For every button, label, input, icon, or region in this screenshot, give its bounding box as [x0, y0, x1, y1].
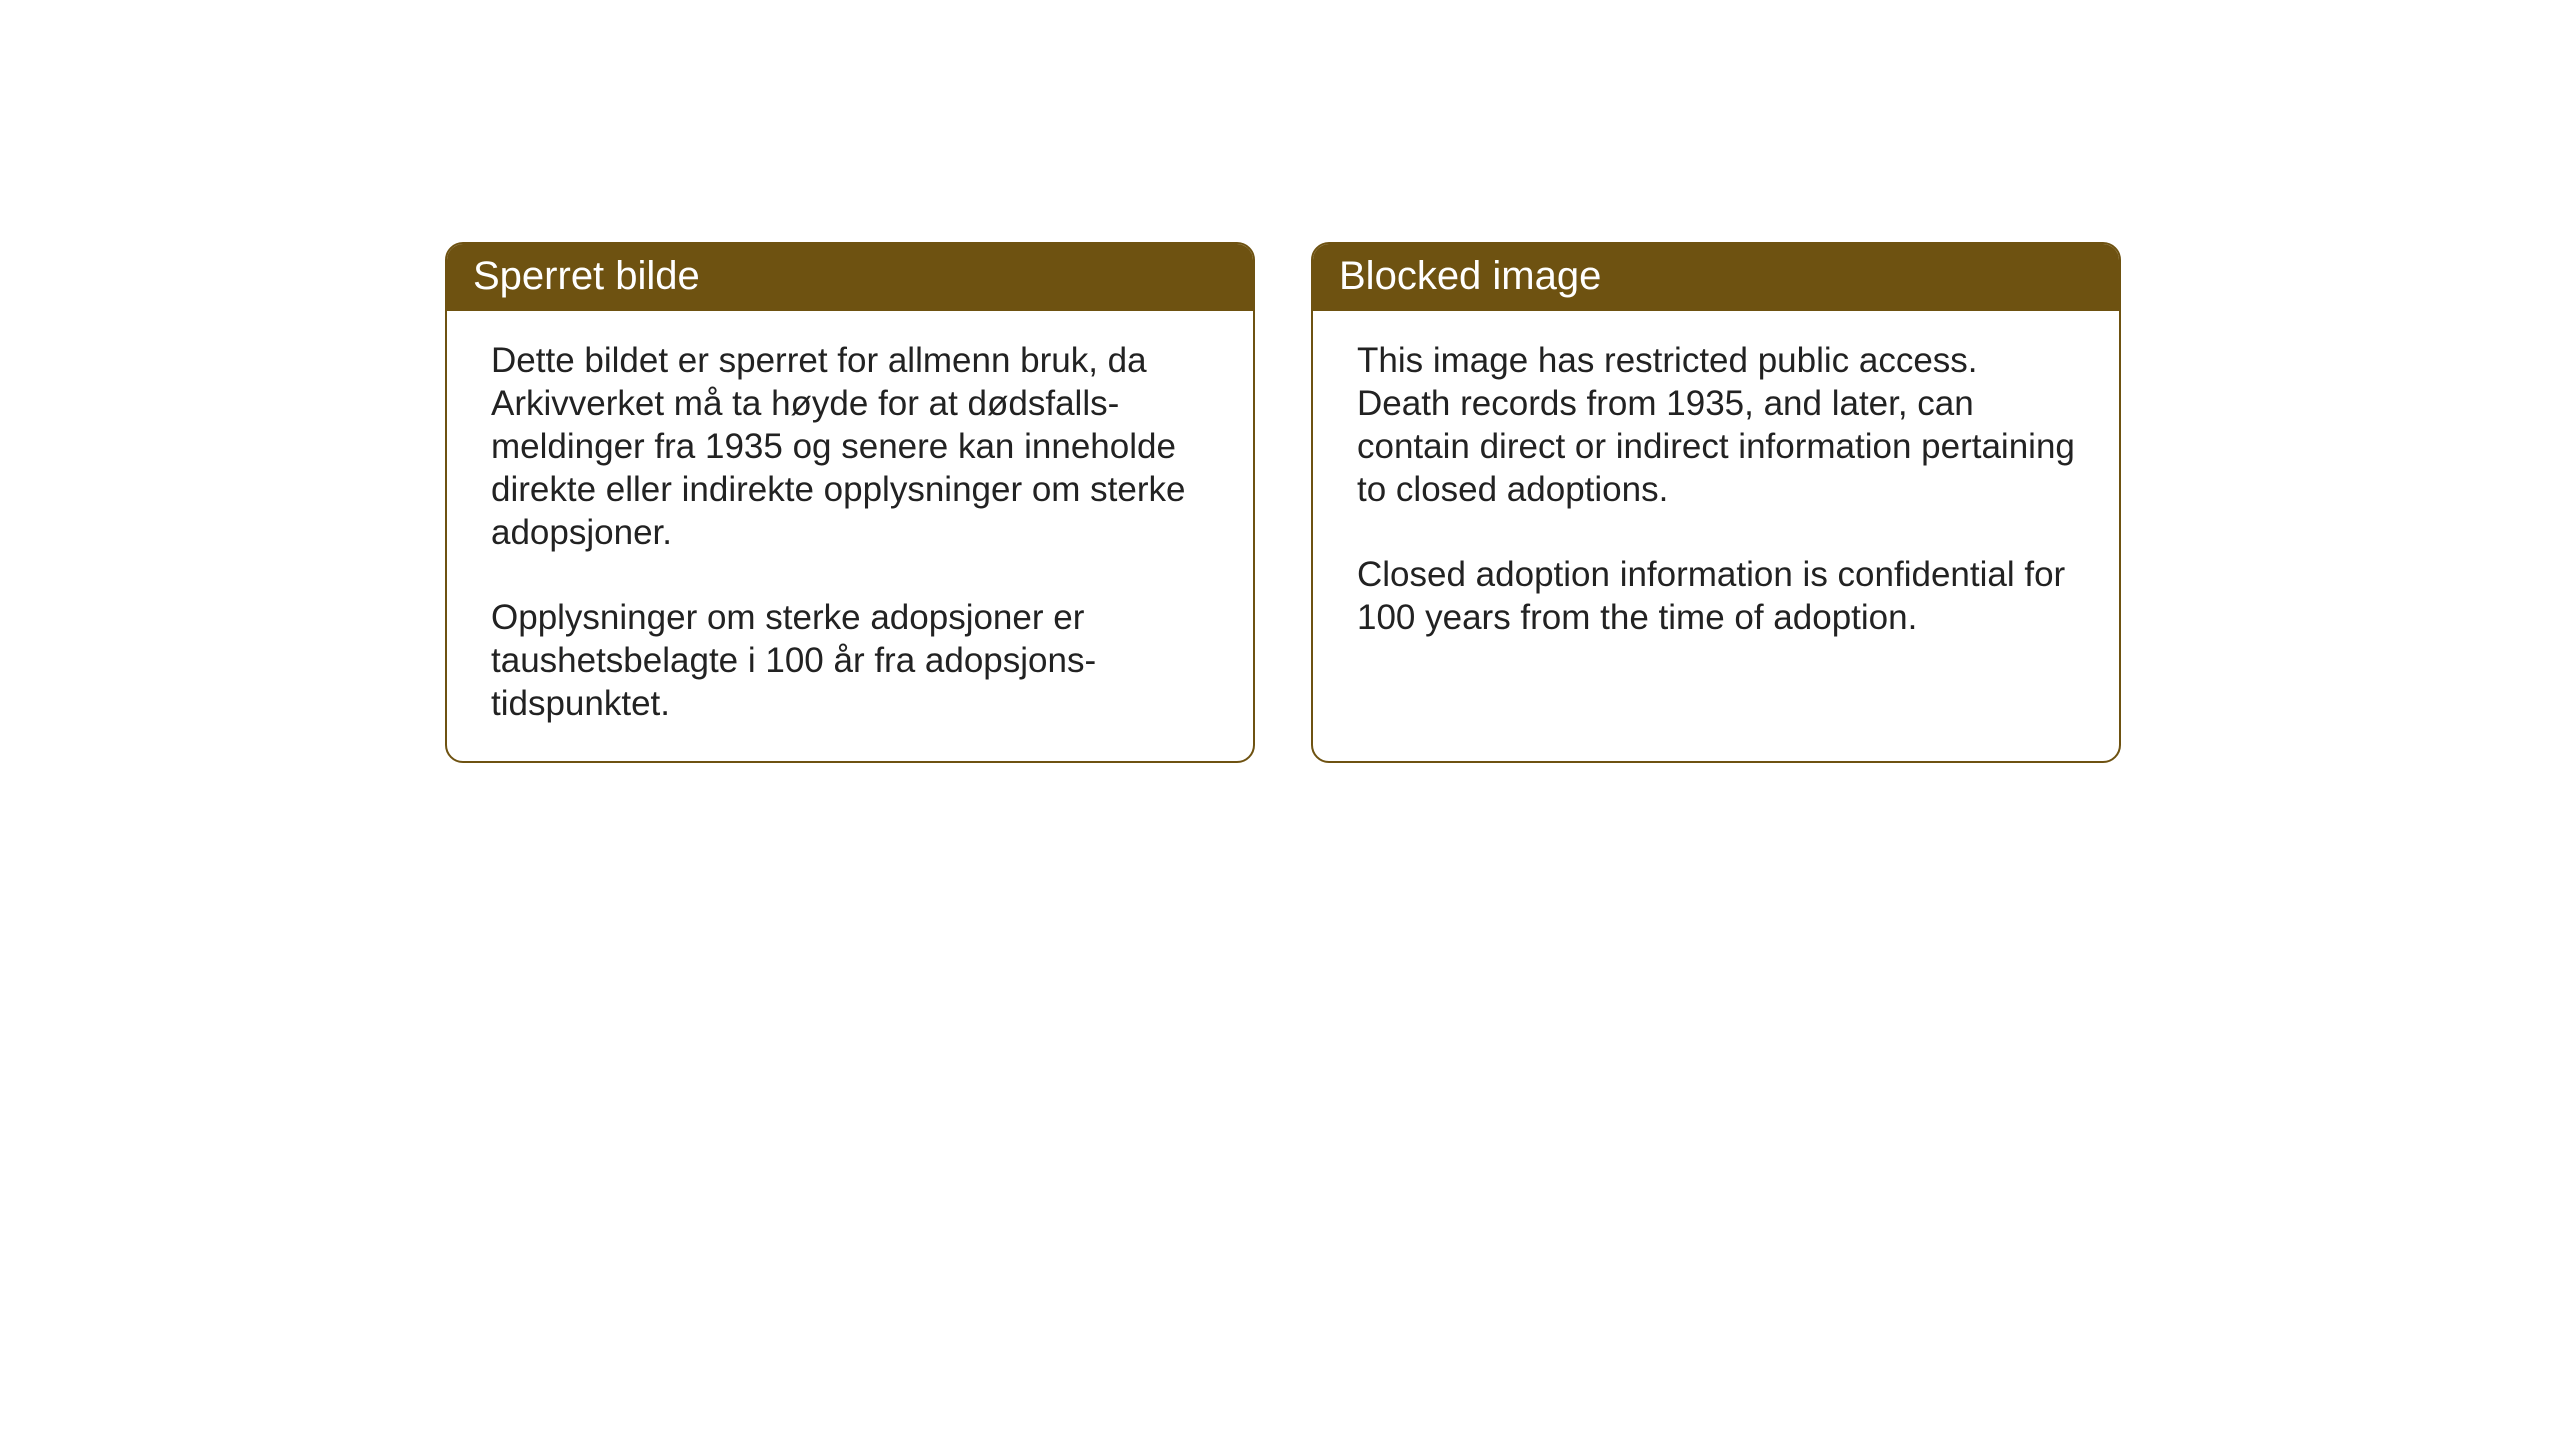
- card-body-english: This image has restricted public access.…: [1313, 311, 2119, 751]
- card-paragraph: Opplysninger om sterke adopsjoner er tau…: [491, 596, 1209, 725]
- notice-card-english: Blocked image This image has restricted …: [1311, 242, 2121, 763]
- card-paragraph: This image has restricted public access.…: [1357, 339, 2075, 511]
- card-header-norwegian: Sperret bilde: [447, 244, 1253, 311]
- card-body-norwegian: Dette bildet er sperret for allmenn bruk…: [447, 311, 1253, 761]
- notice-cards-container: Sperret bilde Dette bildet er sperret fo…: [445, 242, 2121, 763]
- card-header-english: Blocked image: [1313, 244, 2119, 311]
- notice-card-norwegian: Sperret bilde Dette bildet er sperret fo…: [445, 242, 1255, 763]
- card-paragraph: Dette bildet er sperret for allmenn bruk…: [491, 339, 1209, 554]
- card-paragraph: Closed adoption information is confident…: [1357, 553, 2075, 639]
